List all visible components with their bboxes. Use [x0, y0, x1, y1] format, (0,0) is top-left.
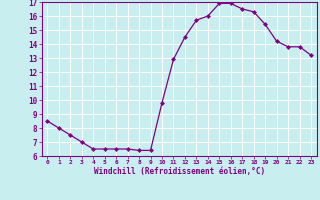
X-axis label: Windchill (Refroidissement éolien,°C): Windchill (Refroidissement éolien,°C) — [94, 167, 265, 176]
